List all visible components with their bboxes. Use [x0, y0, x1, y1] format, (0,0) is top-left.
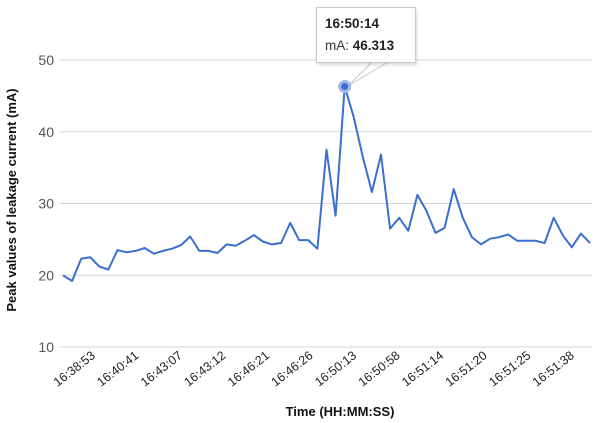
data-point[interactable]: [105, 267, 111, 273]
x-tick-label: 16:43:07: [138, 348, 185, 389]
data-point[interactable]: [433, 230, 439, 236]
x-tick-label: 16:50:58: [356, 348, 403, 389]
tooltip-value-row: mA: 46.313: [325, 38, 394, 53]
data-point[interactable]: [296, 237, 302, 243]
data-point[interactable]: [423, 208, 429, 214]
data-point[interactable]: [205, 248, 211, 254]
data-point[interactable]: [305, 237, 311, 243]
data-point[interactable]: [133, 248, 139, 254]
data-point[interactable]: [151, 251, 157, 257]
data-point[interactable]: [496, 234, 502, 240]
data-point[interactable]: [287, 220, 293, 226]
data-point[interactable]: [214, 250, 220, 256]
data-point[interactable]: [532, 238, 538, 244]
tooltip-pointer: [347, 61, 390, 87]
tooltip-time: 16:50:14: [325, 16, 380, 31]
x-axis-title: Time (HH:MM:SS): [286, 404, 395, 419]
data-point[interactable]: [505, 231, 511, 237]
data-point[interactable]: [60, 272, 66, 278]
tooltip-value-label: mA:: [325, 38, 350, 53]
x-tick-label: 16:50:13: [312, 348, 359, 389]
y-tick-label: 20: [38, 267, 54, 283]
data-point[interactable]: [333, 213, 339, 219]
y-tick-label: 40: [38, 124, 54, 140]
data-points: [60, 84, 593, 284]
data-point[interactable]: [369, 189, 375, 195]
tooltip: 16:50:14 mA: 46.313: [316, 7, 416, 63]
data-point[interactable]: [542, 240, 548, 246]
gridlines: [60, 59, 592, 348]
data-point[interactable]: [578, 231, 584, 237]
data-point[interactable]: [142, 245, 148, 251]
x-tick-label: 16:51:38: [530, 348, 577, 389]
data-point[interactable]: [224, 241, 230, 247]
data-point[interactable]: [378, 152, 384, 158]
data-point[interactable]: [324, 147, 330, 153]
x-tick-label: 16:46:26: [269, 348, 316, 389]
y-tick-label: 10: [38, 339, 54, 355]
highlighted-point[interactable]: [338, 80, 352, 94]
x-tick-label: 16:51:14: [399, 348, 446, 389]
y-axis-ticks: 10 20 30 40 50: [38, 52, 54, 355]
data-point[interactable]: [115, 247, 121, 253]
data-point[interactable]: [396, 215, 402, 221]
data-point[interactable]: [442, 225, 448, 231]
data-point[interactable]: [260, 239, 266, 245]
data-point[interactable]: [278, 240, 284, 246]
data-point[interactable]: [96, 264, 102, 270]
y-tick-label: 50: [38, 52, 54, 68]
data-point[interactable]: [523, 238, 529, 244]
x-tick-label: 16:38:53: [51, 348, 98, 389]
data-point[interactable]: [78, 256, 84, 262]
data-point[interactable]: [487, 236, 493, 242]
x-axis-ticks: 16:38:5316:40:4116:43:0716:43:1216:46:21…: [51, 348, 577, 389]
data-point[interactable]: [469, 234, 475, 240]
y-axis-title: Peak values of leakage current (mA): [4, 88, 19, 311]
data-point[interactable]: [460, 215, 466, 221]
data-point[interactable]: [569, 244, 575, 250]
data-point[interactable]: [124, 249, 130, 255]
data-point[interactable]: [414, 192, 420, 198]
data-point[interactable]: [269, 241, 275, 247]
data-point[interactable]: [387, 226, 393, 232]
data-point[interactable]: [169, 246, 175, 252]
tooltip-value: 46.313: [352, 38, 395, 53]
data-point[interactable]: [587, 240, 593, 246]
data-point[interactable]: [360, 154, 366, 160]
data-point[interactable]: [560, 232, 566, 238]
data-point[interactable]: [314, 246, 320, 252]
data-point[interactable]: [242, 238, 248, 244]
x-tick-label: 16:46:21: [225, 348, 272, 389]
data-point[interactable]: [196, 248, 202, 254]
data-point[interactable]: [478, 241, 484, 247]
data-point[interactable]: [514, 238, 520, 244]
data-point[interactable]: [87, 254, 93, 260]
x-tick-label: 16:43:12: [181, 348, 228, 389]
data-point[interactable]: [551, 215, 557, 221]
y-tick-label: 30: [38, 196, 54, 212]
x-tick-label: 16:40:41: [94, 348, 141, 389]
data-point[interactable]: [251, 232, 257, 238]
data-point[interactable]: [351, 114, 357, 120]
x-tick-label: 16:51:25: [486, 348, 533, 389]
data-point[interactable]: [451, 186, 457, 192]
data-point[interactable]: [160, 248, 166, 254]
data-point[interactable]: [233, 243, 239, 249]
data-point[interactable]: [69, 278, 75, 284]
data-point[interactable]: [187, 234, 193, 240]
data-point[interactable]: [405, 228, 411, 234]
x-tick-label: 16:51:20: [443, 348, 490, 389]
leakage-current-series-line: [62, 85, 591, 282]
data-point[interactable]: [178, 242, 184, 248]
